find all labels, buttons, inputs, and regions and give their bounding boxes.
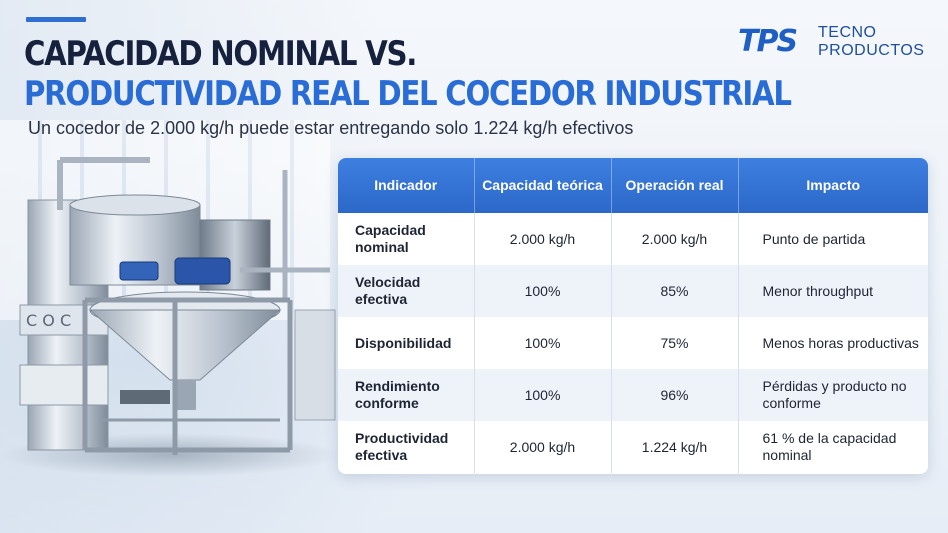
real-cell: 85% [611,265,739,317]
impacto-cell: Pérdidas y producto no conforme [738,369,928,421]
svg-text:C O C: C O C [26,311,71,330]
table-row: Capacidad nominal 2.000 kg/h 2.000 kg/h … [338,213,928,265]
indicador-cell: Capacidad nominal [338,213,475,265]
real-cell: 2.000 kg/h [611,213,739,265]
page-subtitle: Un cocedor de 2.000 kg/h puede estar ent… [28,118,634,138]
teorica-cell: 2.000 kg/h [474,421,612,473]
comparison-table-panel: Indicador Capacidad teórica Operación re… [338,158,928,474]
real-cell: 75% [611,317,739,369]
teorica-cell: 100% [474,369,612,421]
real-cell: 1.224 kg/h [611,421,739,473]
page-title-line-2: PRODUCTIVIDAD REAL DEL COCEDOR INDUSTRIA… [24,74,792,114]
table-row: Productividad efectiva 2.000 kg/h 1.224 … [338,421,928,473]
table-row: Rendimiento conforme 100% 96% Pérdidas y… [338,369,928,421]
page-title-line-1: CAPACIDAD NOMINAL VS. [24,34,417,74]
impacto-cell: Menor throughput [738,265,928,317]
real-cell: 96% [611,369,739,421]
column-header-operacion-real: Operación real [611,158,739,213]
table-row: Disponibilidad 100% 75% Menos horas prod… [338,317,928,369]
indicador-cell: Rendimiento conforme [338,369,475,421]
accent-bar [26,17,86,22]
impacto-cell: Menos horas productivas [738,317,928,369]
impacto-cell: 61 % de la capacidad nominal [738,421,928,473]
table-header-row: Indicador Capacidad teórica Operación re… [338,158,928,213]
teorica-cell: 2.000 kg/h [474,213,612,265]
industrial-cooker-image: C O C [0,157,340,477]
comparison-table: Indicador Capacidad teórica Operación re… [338,158,928,473]
column-header-indicador: Indicador [338,158,475,213]
indicador-cell: Disponibilidad [338,317,475,369]
logo-text-line-2: PRODUCTOS [818,42,925,59]
teorica-cell: 100% [474,265,612,317]
logo-mark: TPS [738,24,798,59]
column-header-impacto: Impacto [738,158,928,213]
impacto-cell: Punto de partida [738,213,928,265]
table-row: Velocidad efectiva 100% 85% Menor throug… [338,265,928,317]
column-header-capacidad-teorica: Capacidad teórica [474,158,612,213]
indicador-cell: Velocidad efectiva [338,265,475,317]
teorica-cell: 100% [474,317,612,369]
brand-logo: TPS TECNO PRODUCTOS [738,22,928,62]
indicador-cell: Productividad efectiva [338,421,475,473]
logo-text-line-1: TECNO [818,24,877,41]
